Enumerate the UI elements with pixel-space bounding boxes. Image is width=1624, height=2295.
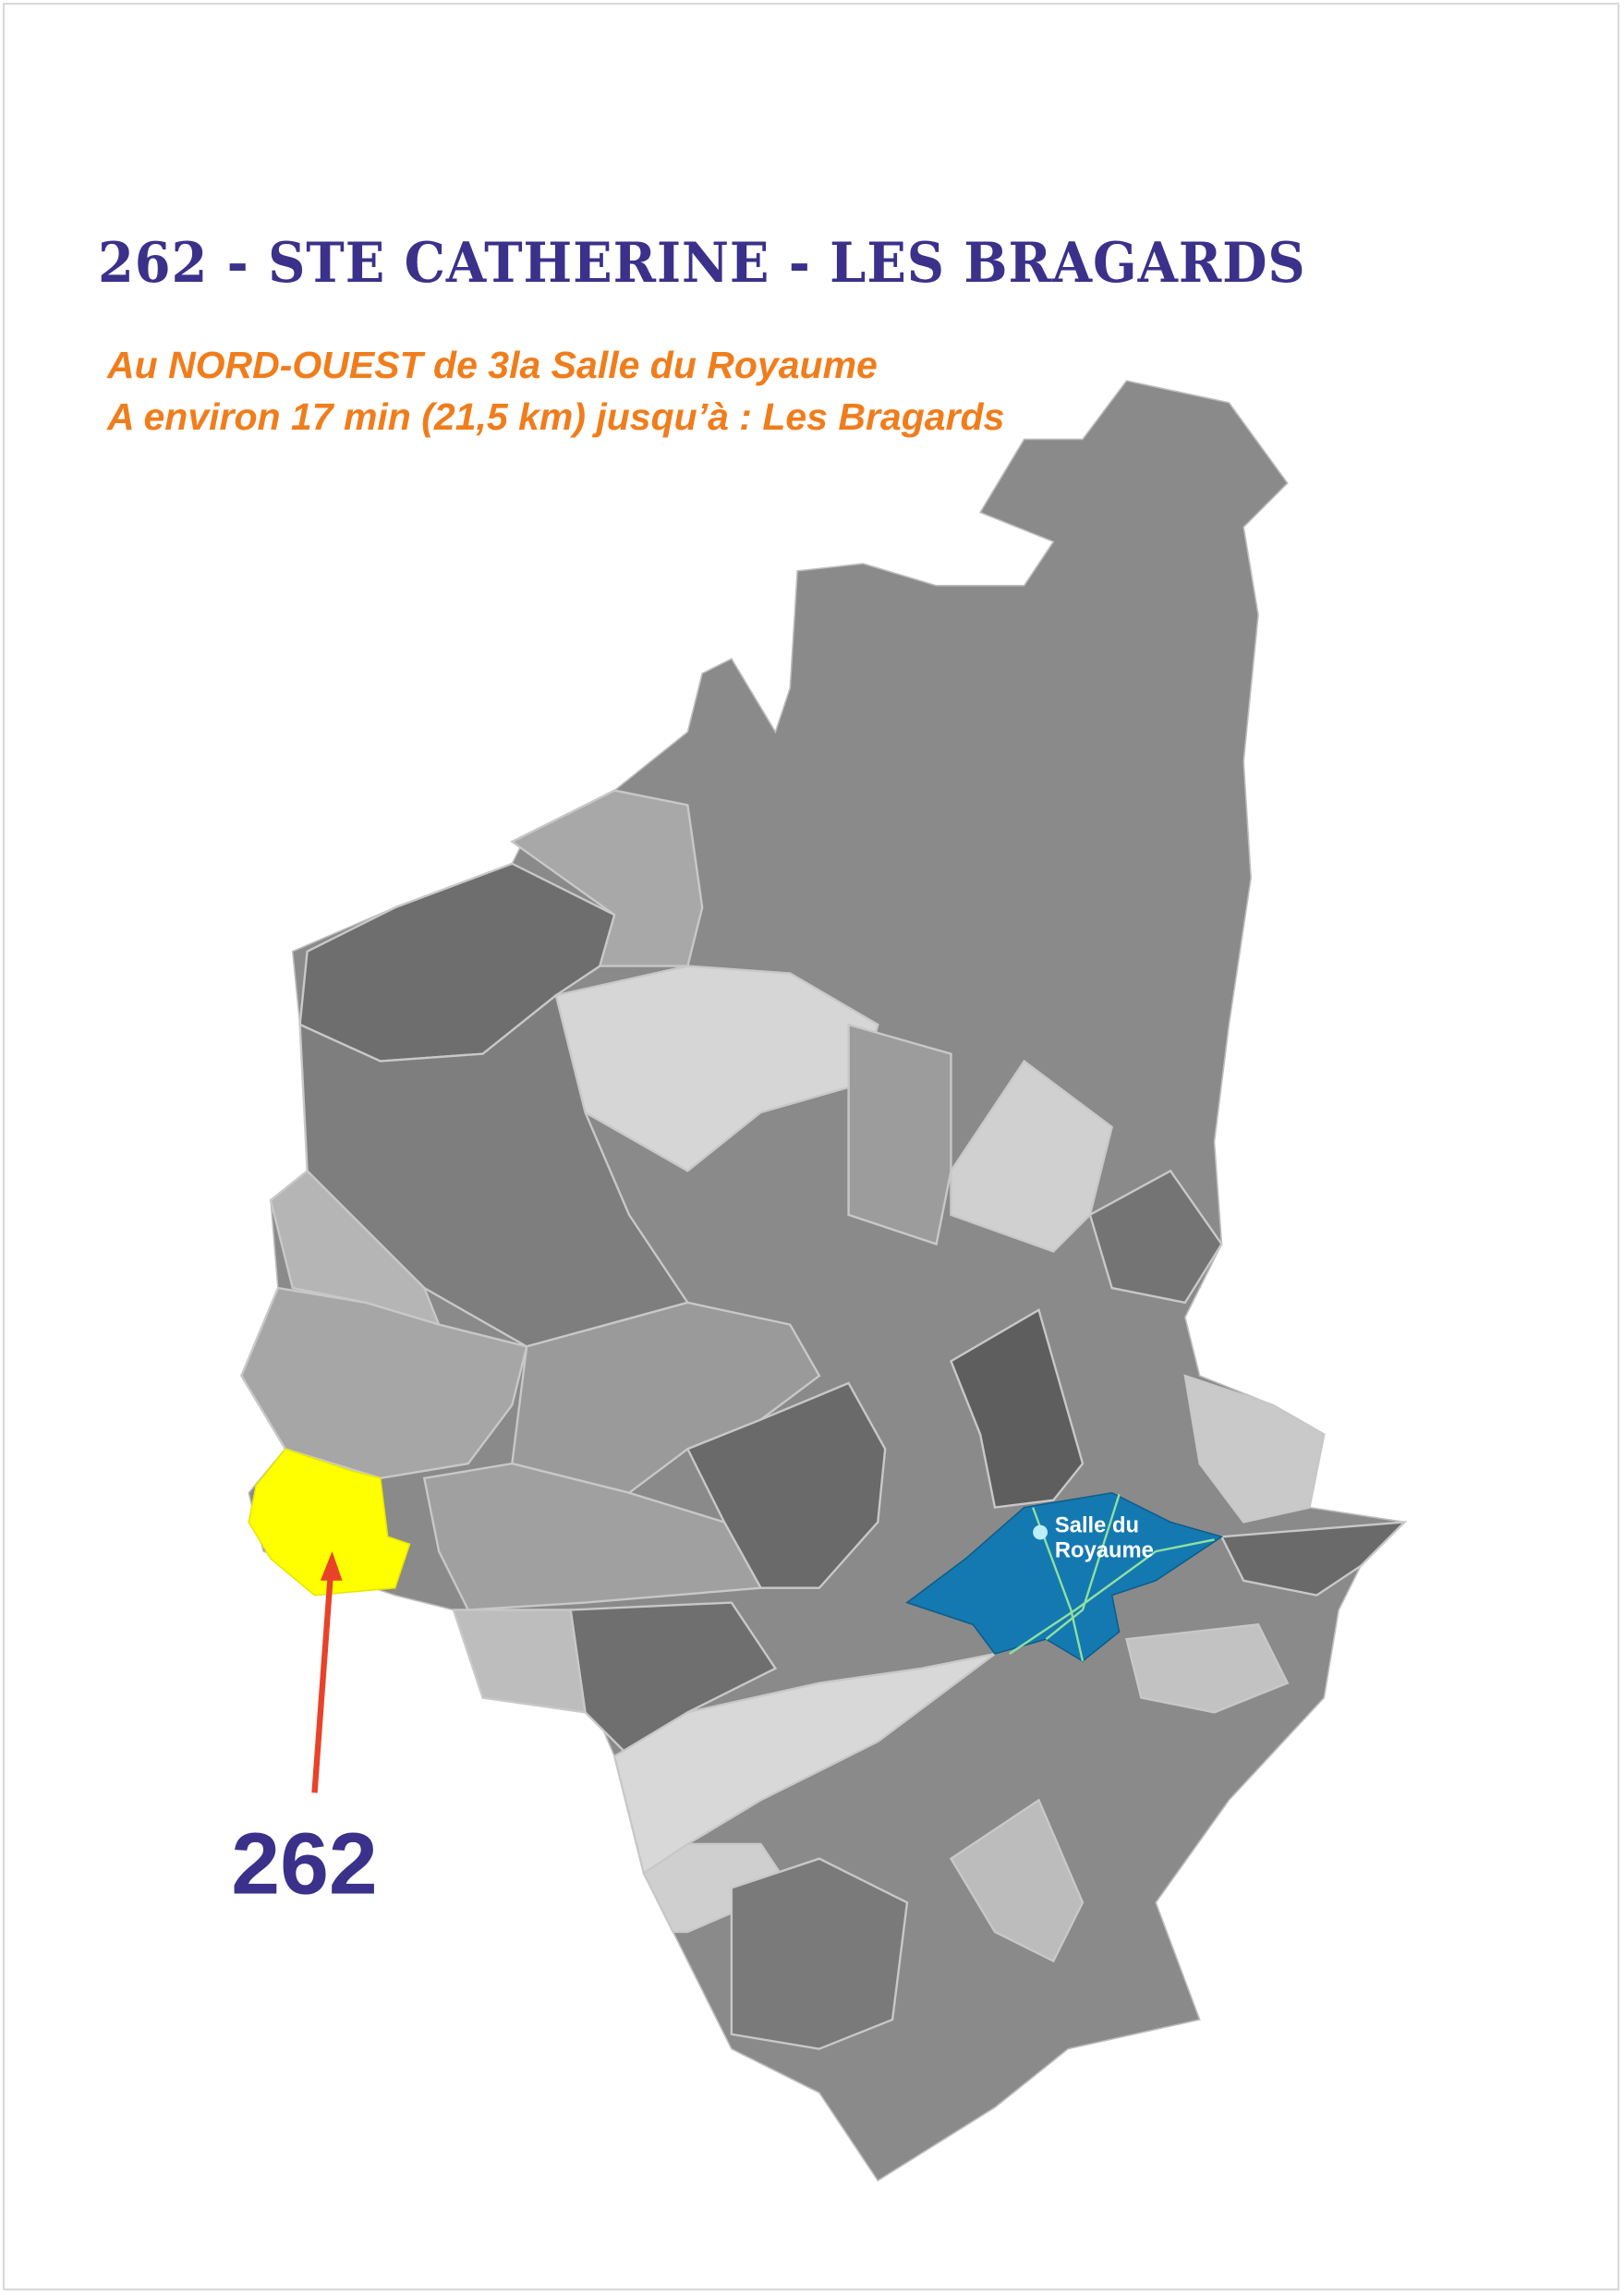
arrow-icon	[311, 1551, 343, 1793]
hall-label-line2: Royaume	[1055, 1537, 1154, 1562]
kingdom-hall-marker-icon[interactable]	[1033, 1524, 1048, 1540]
territory-262-area[interactable]	[248, 1448, 411, 1597]
page-title: 262 - STE CATHERINE - LES BRAGARDS	[98, 231, 1306, 296]
hall-label-line1: Salle du	[1055, 1513, 1139, 1538]
hall-roads	[1009, 1493, 1215, 1662]
page-frame	[3, 3, 1619, 2290]
distance-text: A environ 17 min (21,5 km) jusqu’à : Les…	[107, 395, 1005, 438]
kingdom-hall-area[interactable]	[905, 1491, 1224, 1662]
territory-number-label: 262	[231, 1815, 378, 1913]
direction-text: Au NORD-OUEST de 3la Salle du Royaume	[107, 344, 878, 386]
sub-regions	[239, 789, 1408, 2050]
